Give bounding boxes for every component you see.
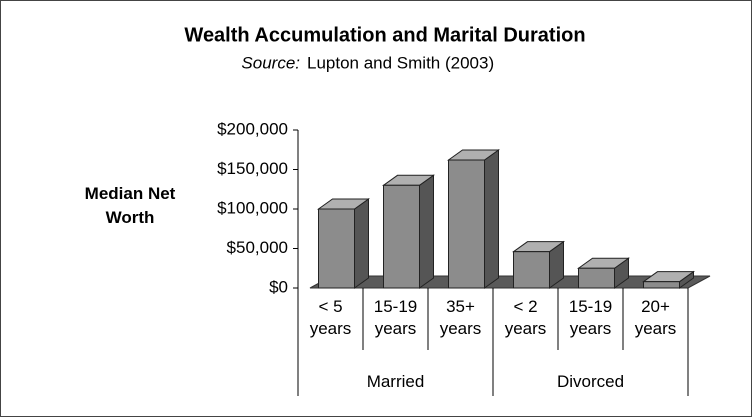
y-tick-label: $50,000 xyxy=(227,238,288,257)
bar-side xyxy=(419,174,434,289)
y-tick-label: $200,000 xyxy=(217,119,288,138)
bar xyxy=(383,184,420,289)
y-tick-label: $100,000 xyxy=(217,198,288,217)
y-axis-label: Median Net Worth xyxy=(84,184,176,227)
chart-title: Wealth Accumulation and Marital Duration xyxy=(184,24,585,46)
group-label: Married xyxy=(366,372,425,391)
bar-side xyxy=(354,198,369,289)
x-tick-label: 15-19 years xyxy=(373,297,418,338)
y-tick-label: $150,000 xyxy=(217,159,288,178)
x-tick-label: 15-19 years xyxy=(568,297,613,338)
x-tick-label: 20+ years xyxy=(634,297,677,338)
x-tick-label: 35+ years xyxy=(439,297,482,338)
x-tick-label: < 2 years xyxy=(504,297,547,338)
bar-side xyxy=(484,149,499,289)
source-label: Source: xyxy=(241,53,300,72)
y-label-box: Median Net Worth xyxy=(84,184,176,227)
group-label: Divorced xyxy=(556,372,625,391)
bar xyxy=(318,208,355,289)
bar xyxy=(643,281,680,289)
y-tick-label: $0 xyxy=(269,277,288,296)
bar xyxy=(578,267,615,289)
bar xyxy=(513,251,550,289)
x-tick-label: < 5 years xyxy=(309,297,352,338)
chart-subtitle: Lupton and Smith (2003) xyxy=(307,53,494,72)
bar xyxy=(448,159,485,289)
